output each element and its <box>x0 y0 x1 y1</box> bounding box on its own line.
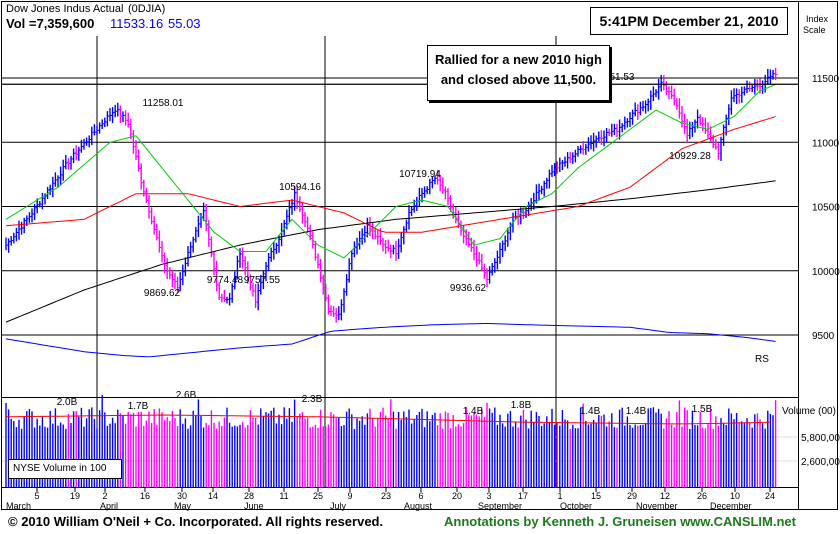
volume-data-label: 1.8B <box>511 400 532 411</box>
annotation-line-2: and closed above 11,500. <box>440 72 597 87</box>
day-tick-label: 15 <box>591 491 601 501</box>
volume-readout: Vol =7,359,600 <box>6 16 94 31</box>
price-tick-label: 11000 <box>812 138 840 149</box>
rs-line <box>5 323 776 358</box>
volume-data-label: 1.4B <box>580 406 601 417</box>
day-tick-label: 14 <box>208 491 218 501</box>
month-label: December <box>710 501 752 511</box>
price-tick-label: 10000 <box>812 267 840 278</box>
day-tick-label: 26 <box>697 491 707 501</box>
volume-bars <box>5 394 777 487</box>
price-data-label: 9936.62 <box>450 283 487 294</box>
date-axis-frame <box>1 487 799 510</box>
day-tick-label: 1 <box>557 491 562 501</box>
day-tick-label: 29 <box>627 491 637 501</box>
volume-labels: 2.0B 1.7B 2.6B 2.3B 1.4B 1.8B 1.4B 1.4B 1.5B <box>57 390 713 417</box>
price-tick-label: 11500 <box>812 74 840 85</box>
month-label: October <box>560 501 592 511</box>
ma50-line <box>5 83 776 259</box>
month-label: November <box>636 501 678 511</box>
price-readout: 11533.16 <box>110 16 163 31</box>
day-tick-label: 30 <box>177 491 187 501</box>
volume-panel-frame <box>1 397 799 488</box>
annotation-line-1: Rallied for a new 2010 high <box>435 52 602 67</box>
volume-data-label: 1.4B <box>626 406 647 417</box>
price-panel-frame <box>1 1 799 398</box>
index-scale-label-2: Scale <box>803 25 826 35</box>
volume-data-label: 1.4B <box>463 406 484 417</box>
volume-axis-label: Volume (00) <box>782 406 836 417</box>
index-scale-label-1: Index <box>806 14 829 24</box>
price-data-label: 9774.48 <box>207 275 244 286</box>
nyse-volume-label: NYSE Volume in 100 <box>13 463 107 474</box>
day-tick-label: 20 <box>452 491 462 501</box>
footer-copyright: © 2010 William O'Neil + Co. Incorporated… <box>8 514 384 529</box>
volume-data-label: 1.5B <box>692 404 713 415</box>
timestamp-box: 5:41PM December 21, 2010 <box>590 7 788 35</box>
ma200-line <box>5 116 776 233</box>
moving-average-lines <box>2 83 798 358</box>
price-data-label: 10594.16 <box>279 182 321 193</box>
volume-data-label: 2.6B <box>176 390 197 401</box>
month-label: September <box>478 501 522 511</box>
volume-data-label: 2.0B <box>57 397 78 408</box>
day-tick-label: 12 <box>660 491 670 501</box>
right-axis-frame <box>798 1 838 510</box>
price-data-label: 11258.01 <box>143 98 184 109</box>
price-data-label: 10719.94 <box>399 169 441 180</box>
symbol-name: Dow Jones Indus Actual <box>6 3 123 15</box>
nyse-volume-legend: NYSE Volume in 100 <box>8 459 122 479</box>
day-tick-label: 28 <box>244 491 254 501</box>
rs-label: RS <box>755 354 769 365</box>
day-tick-label: 9 <box>347 491 352 501</box>
price-data-label: 9869.62 <box>144 288 181 299</box>
month-label: August <box>404 501 433 511</box>
price-data-label: 11451.53 <box>594 72 635 83</box>
day-tick-label: 16 <box>140 491 150 501</box>
price-labels: 11258.01 9869.62 9774.48 9757.55 10594.16 107… <box>143 72 712 299</box>
month-label: June <box>244 501 264 511</box>
day-tick-label: 17 <box>518 491 528 501</box>
month-label: March <box>6 501 31 511</box>
grid-lines <box>2 36 798 487</box>
day-tick-label: 23 <box>381 491 391 501</box>
ticker-symbol: (0DJIA) <box>128 3 165 15</box>
day-tick-label: 2 <box>102 491 107 501</box>
volume-data-label: 2.3B <box>302 394 323 405</box>
annotation-box: Rallied for a new 2010 high and closed a… <box>427 45 610 101</box>
long-term-average-line <box>5 180 776 323</box>
timestamp: 5:41PM December 21, 2010 <box>599 13 779 29</box>
volume-average-line <box>5 414 771 425</box>
day-tick-label: 25 <box>313 491 323 501</box>
day-tick-label: 10 <box>730 491 740 501</box>
price-tick-label: 9500 <box>812 331 835 342</box>
axis-labels: 9500 10000 10500 11000 11500 5,800,000 2,600,0… <box>6 74 840 511</box>
day-tick-label: 5 <box>34 491 39 501</box>
price-data-label: 10929.28 <box>669 151 711 162</box>
price-data-label: 9757.55 <box>244 275 281 286</box>
change-readout: 55.03 <box>168 16 201 31</box>
month-label: May <box>174 501 192 511</box>
day-tick-label: 3 <box>486 491 491 501</box>
volume-data-label: 1.7B <box>128 401 149 412</box>
month-label: April <box>100 501 118 511</box>
day-tick-label: 6 <box>418 491 423 501</box>
day-tick-label: 19 <box>70 491 80 501</box>
day-tick-label: 11 <box>279 491 288 501</box>
volume-tick-label: 5,800,000 <box>801 433 840 444</box>
month-label: July <box>330 501 347 511</box>
price-tick-label: 10500 <box>812 203 840 214</box>
footer-annotations-credit: Annotations by Kenneth J. Gruneisen www.… <box>444 514 796 529</box>
day-tick-label: 24 <box>765 491 775 501</box>
volume-tick-label: 2,600,000 <box>801 457 840 468</box>
